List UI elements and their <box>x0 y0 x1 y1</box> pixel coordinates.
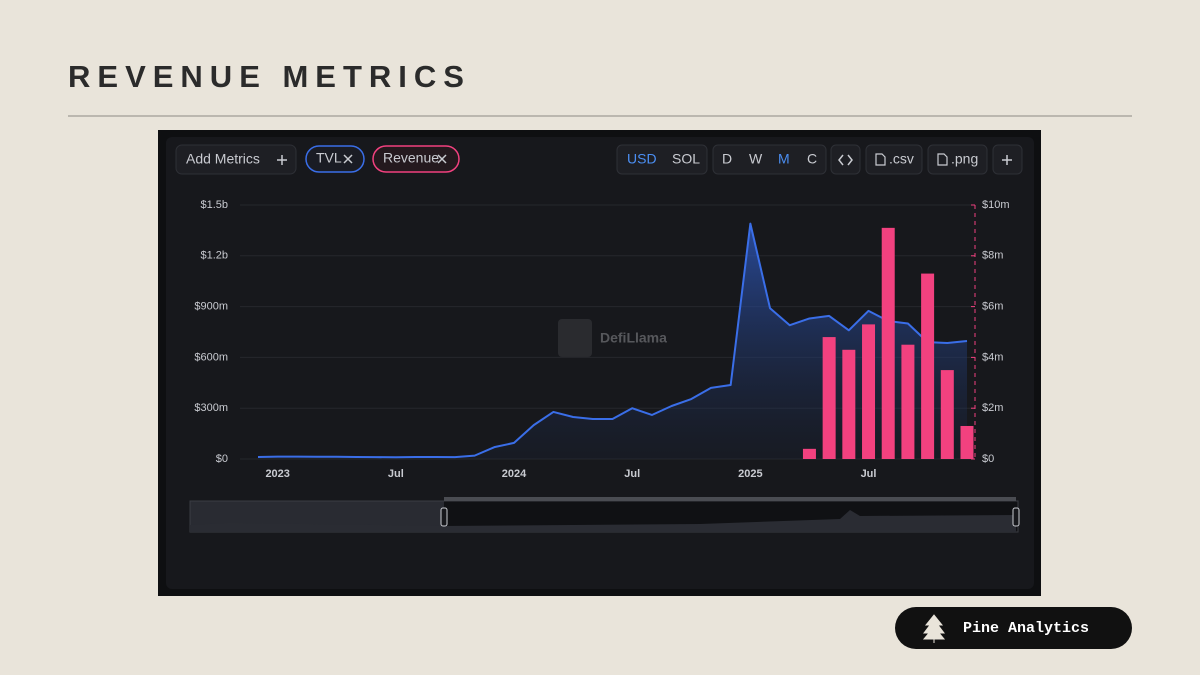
y-tick-label: $1.5b <box>200 199 228 211</box>
x-tick-label: 2024 <box>502 468 527 480</box>
watermark-text: DefiLlama <box>600 330 667 346</box>
export-label: .csv <box>889 151 914 167</box>
legend-label: TVL <box>316 150 342 166</box>
more-button[interactable] <box>992 144 1023 175</box>
bar <box>960 425 974 459</box>
bar <box>802 448 816 459</box>
x-tick-label: Jul <box>861 468 877 480</box>
close-icon <box>437 154 447 164</box>
export-label: .png <box>951 151 978 167</box>
y2-tick-label: $10m <box>982 199 1010 211</box>
legend-label: Revenue <box>383 150 439 166</box>
bar <box>881 227 895 459</box>
y-tick-label: $0 <box>216 453 228 465</box>
y2-tick-label: $8m <box>982 250 1003 262</box>
plot: $0 $300m $600m $900m $1.2b $1.5b $0 $2m $4m $6m $8… <box>194 199 1009 480</box>
plus-icon <box>277 155 287 165</box>
area <box>258 223 967 459</box>
embed-button[interactable] <box>830 144 861 175</box>
period-button[interactable]: W <box>749 151 763 167</box>
bar <box>921 273 935 459</box>
bar <box>940 370 954 459</box>
y2-tick-label: $4m <box>982 351 1003 363</box>
y-tick-label: $900m <box>194 301 228 313</box>
watermark: DefiLlama <box>558 319 667 357</box>
y-tick-label: $1.2b <box>200 250 228 262</box>
line <box>257 222 968 459</box>
x-tick-label: 2023 <box>265 468 289 480</box>
period-group <box>712 144 827 175</box>
x-tick-label: Jul <box>388 468 404 480</box>
bar <box>822 337 836 459</box>
tvl-chip[interactable]: TVL <box>305 145 365 173</box>
currency-button[interactable]: USD <box>627 151 657 167</box>
range-navigator[interactable] <box>189 497 1020 533</box>
brand-name: Pine Analytics <box>963 620 1089 637</box>
period-button[interactable]: C <box>807 151 817 167</box>
revenue-chip[interactable]: Revenue <box>372 145 460 173</box>
currency-button[interactable]: SOL <box>672 151 700 167</box>
tree-icon <box>922 614 946 643</box>
slide-title: REVENUE METRICS <box>68 59 471 94</box>
add-metrics-button[interactable]: Add Metrics <box>175 144 297 175</box>
close-icon <box>343 154 353 164</box>
period-button[interactable]: M <box>778 151 790 167</box>
y2-tick-label: $6m <box>982 301 1003 313</box>
add-metrics-label: Add Metrics <box>186 151 260 167</box>
y-tick-label: $600m <box>194 351 228 363</box>
brand-badge: Pine Analytics <box>895 607 1132 649</box>
y2-tick-label: $0 <box>982 453 994 465</box>
chart-card <box>166 137 1034 589</box>
x-tick-label: 2025 <box>738 468 762 480</box>
csv-button[interactable]: .csv <box>865 144 923 175</box>
y-tick-label: $300m <box>194 402 228 414</box>
y2-tick-label: $2m <box>982 402 1003 414</box>
bar <box>842 349 856 459</box>
bar <box>901 344 915 459</box>
png-button[interactable]: .png <box>927 144 988 175</box>
x-tick-label: Jul <box>624 468 640 480</box>
period-button[interactable]: D <box>722 151 732 167</box>
currency-group <box>616 144 708 175</box>
bar <box>862 324 876 459</box>
